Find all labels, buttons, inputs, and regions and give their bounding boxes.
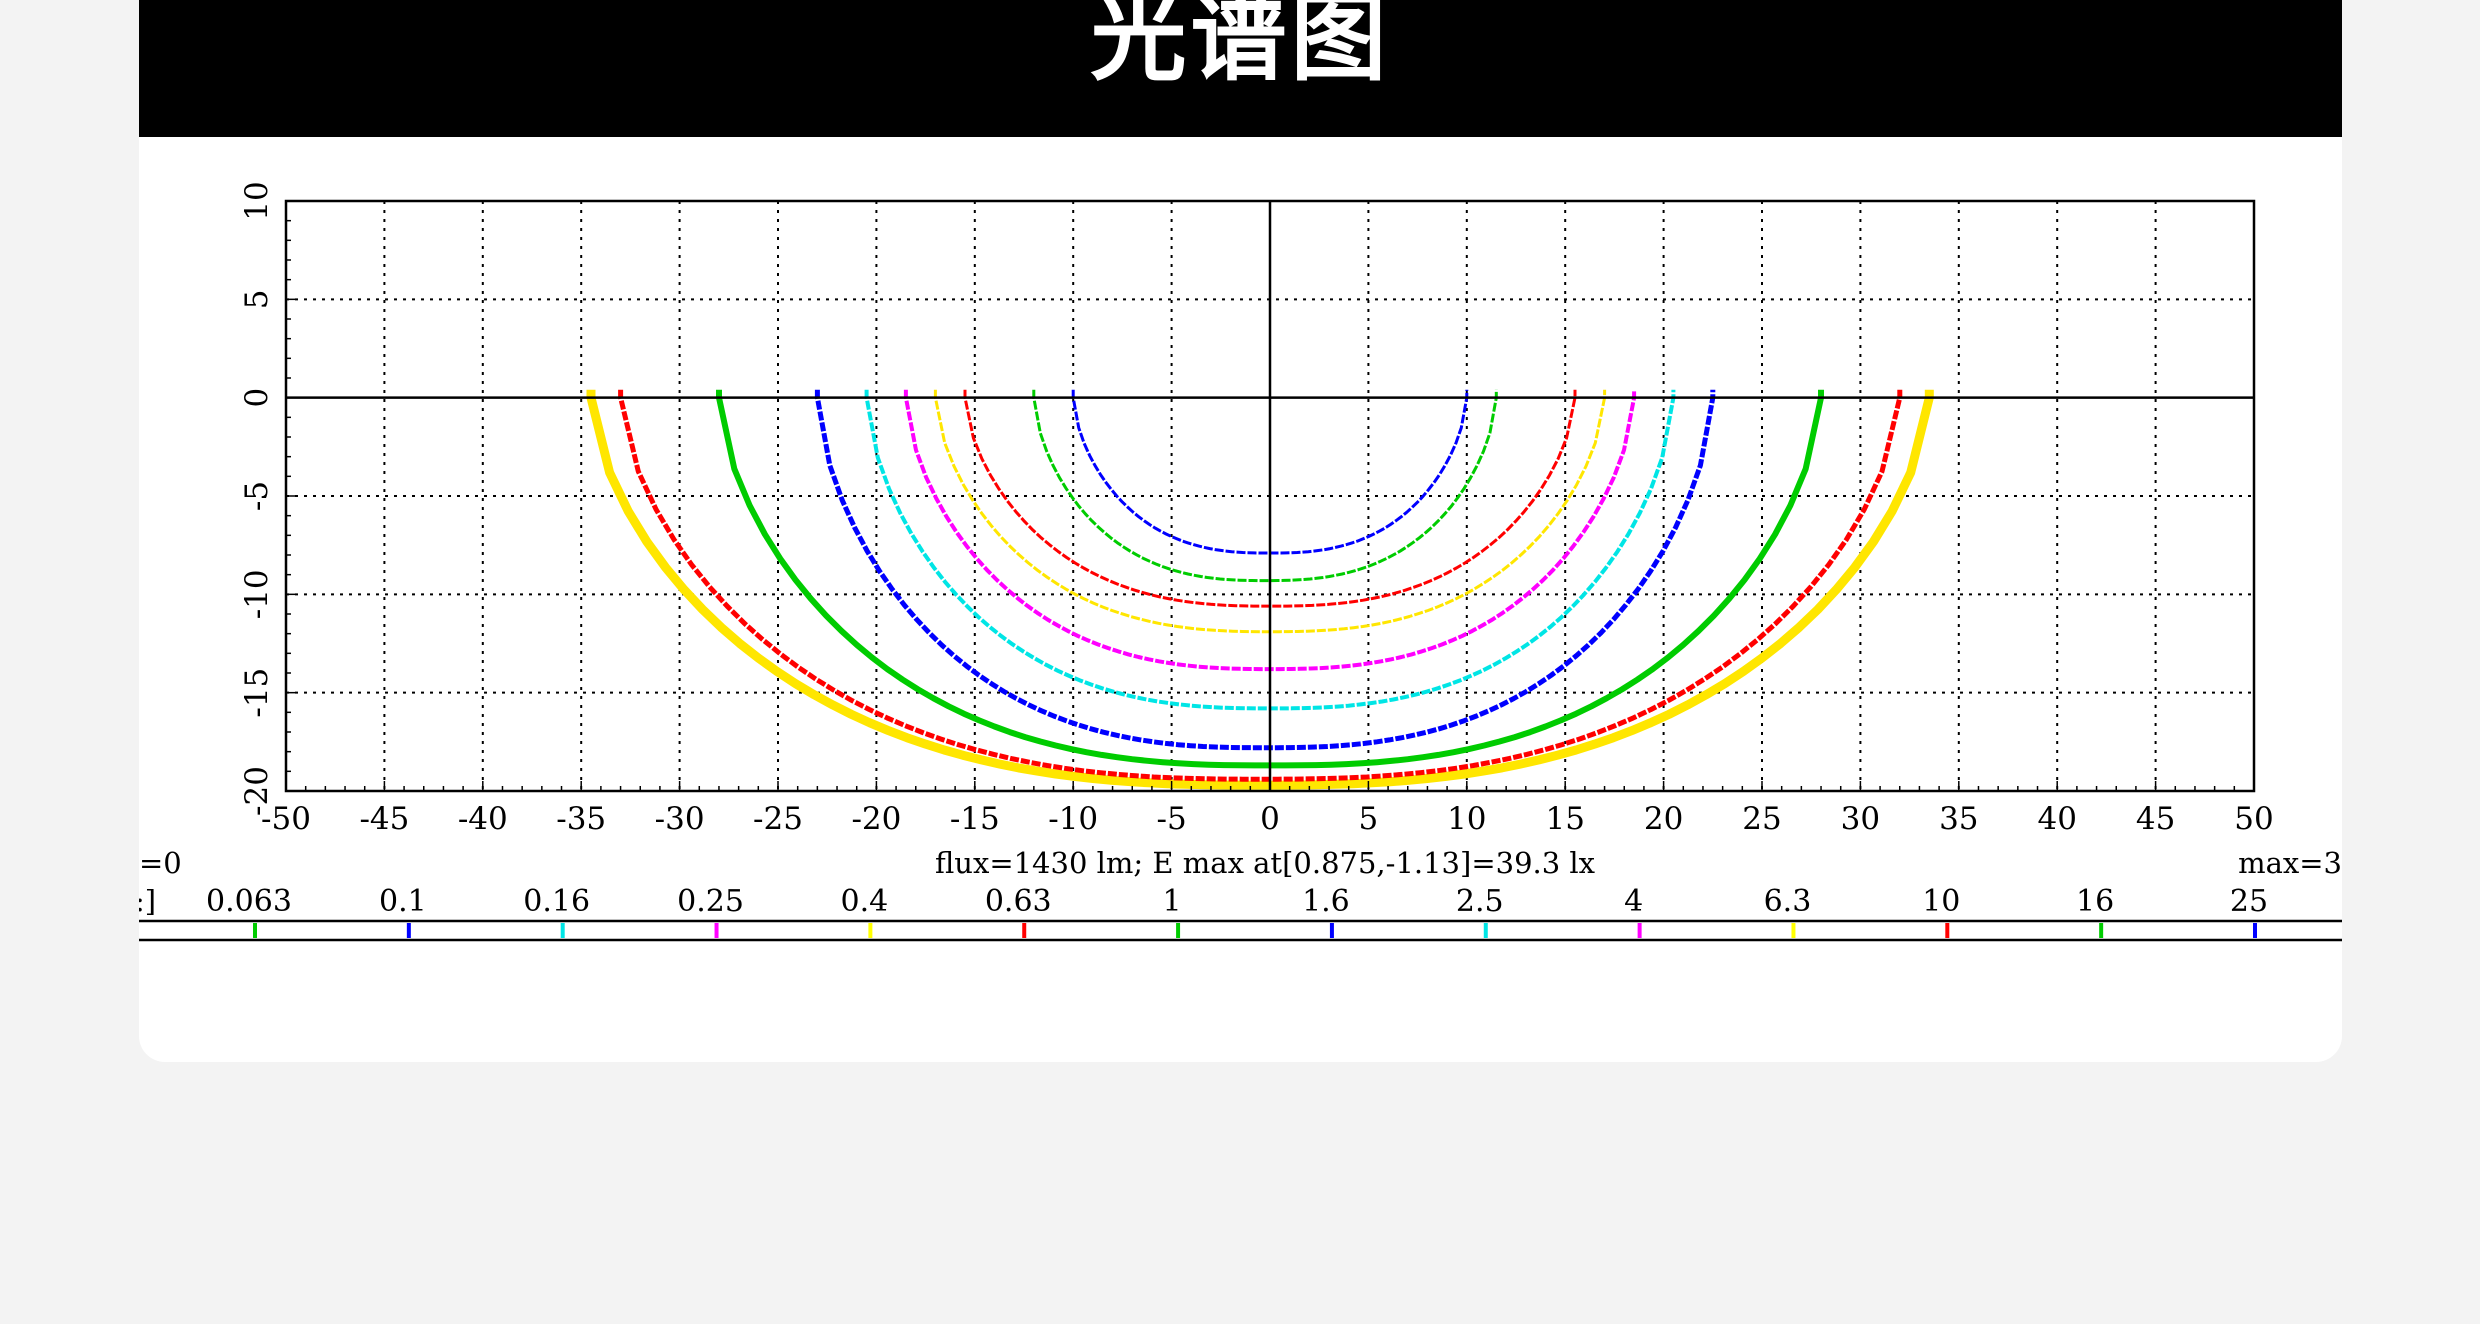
x-tick-label: 20 [1644, 801, 1683, 837]
y-tick-label: -10 [239, 569, 275, 619]
x-tick-label: 30 [1841, 801, 1880, 837]
legend-label: 25 [2230, 884, 2268, 919]
x-tick-label: 25 [1742, 801, 1781, 837]
info-left: =0 [139, 846, 182, 880]
x-tick-label: -35 [556, 801, 606, 837]
legend-label: 0.063 [206, 884, 292, 919]
contour-line [586, 389, 1934, 790]
x-tick-label: 35 [1939, 801, 1978, 837]
flux-info: flux=1430 lm; E max at[0.875,-1.13]=39.3… [935, 846, 1595, 880]
legend-label: 0.25 [677, 884, 744, 919]
x-tick-label: -30 [655, 801, 705, 837]
x-tick-label: 0 [1260, 801, 1280, 837]
legend-label: 16 [2076, 884, 2114, 919]
legend-label: 4 [1624, 884, 1643, 919]
x-tick-labels: -50 -45 -40 -35 -30 -25 -20 -15 -10 -5 0 5 10 15 20 25 3… [261, 801, 2274, 837]
x-tick-label: 45 [2136, 801, 2175, 837]
legend-prefix: :] [139, 884, 156, 918]
y-tick-label: 10 [239, 181, 275, 220]
y-tick-label: 0 [239, 388, 275, 408]
x-tick-label: -15 [950, 801, 1000, 837]
x-tick-label: 40 [2037, 801, 2076, 837]
legend-label: 0.1 [379, 884, 427, 919]
title-bar: 光谱图 [139, 0, 2342, 137]
legend-label: 0.16 [523, 884, 590, 919]
legend-label: 1.6 [1302, 884, 1350, 919]
x-tick-label: -40 [458, 801, 508, 837]
legend-label: 6.3 [1764, 884, 1812, 919]
x-tick-label: -50 [261, 801, 311, 837]
x-tick-label: 50 [2234, 801, 2273, 837]
y-tick-label: -20 [239, 766, 275, 816]
legend-label: 2.5 [1456, 884, 1504, 919]
contour-line [618, 389, 1903, 782]
isolux-chart: -50 -45 -40 -35 -30 -25 -20 -15 -10 -5 0 5 10 15 20 25 3… [139, 181, 2342, 942]
x-tick-label: 15 [1545, 801, 1584, 837]
legend-label: 10 [1922, 884, 1960, 919]
legend-label: 0.4 [841, 884, 889, 919]
x-tick-label: 10 [1447, 801, 1486, 837]
contour-line [814, 389, 1716, 751]
page-title: 光谱图 [1090, 0, 1391, 94]
x-tick-label: -10 [1048, 801, 1098, 837]
y-tick-label: -15 [239, 668, 275, 718]
contour-lines [586, 389, 1934, 790]
x-tick-label: -45 [359, 801, 409, 837]
y-tick-label: 5 [239, 289, 275, 309]
contour-line [1032, 389, 1498, 583]
x-tick-label: -20 [851, 801, 901, 837]
legend: 0.063 0.1 0.16 0.25 0.4 0.63 1 1.6 2.5 4 6.3 10 16 25 [206, 884, 2268, 938]
legend-label: 0.63 [985, 884, 1052, 919]
info-right: max=3 [2238, 846, 2342, 880]
chart-card: 光谱图 -50 -45 -40 -35 -30 -25 -20 -15 -10 -5 0 5 10 15 2… [139, 0, 2342, 1062]
x-tick-label: 5 [1359, 801, 1379, 837]
x-tick-label: -5 [1156, 801, 1186, 837]
x-tick-label: -25 [753, 801, 803, 837]
y-tick-label: -5 [239, 481, 275, 511]
y-tick-labels: -20 -15 -10 -5 0 5 10 [239, 181, 275, 816]
axes [284, 199, 2256, 793]
legend-label: 1 [1163, 884, 1182, 919]
